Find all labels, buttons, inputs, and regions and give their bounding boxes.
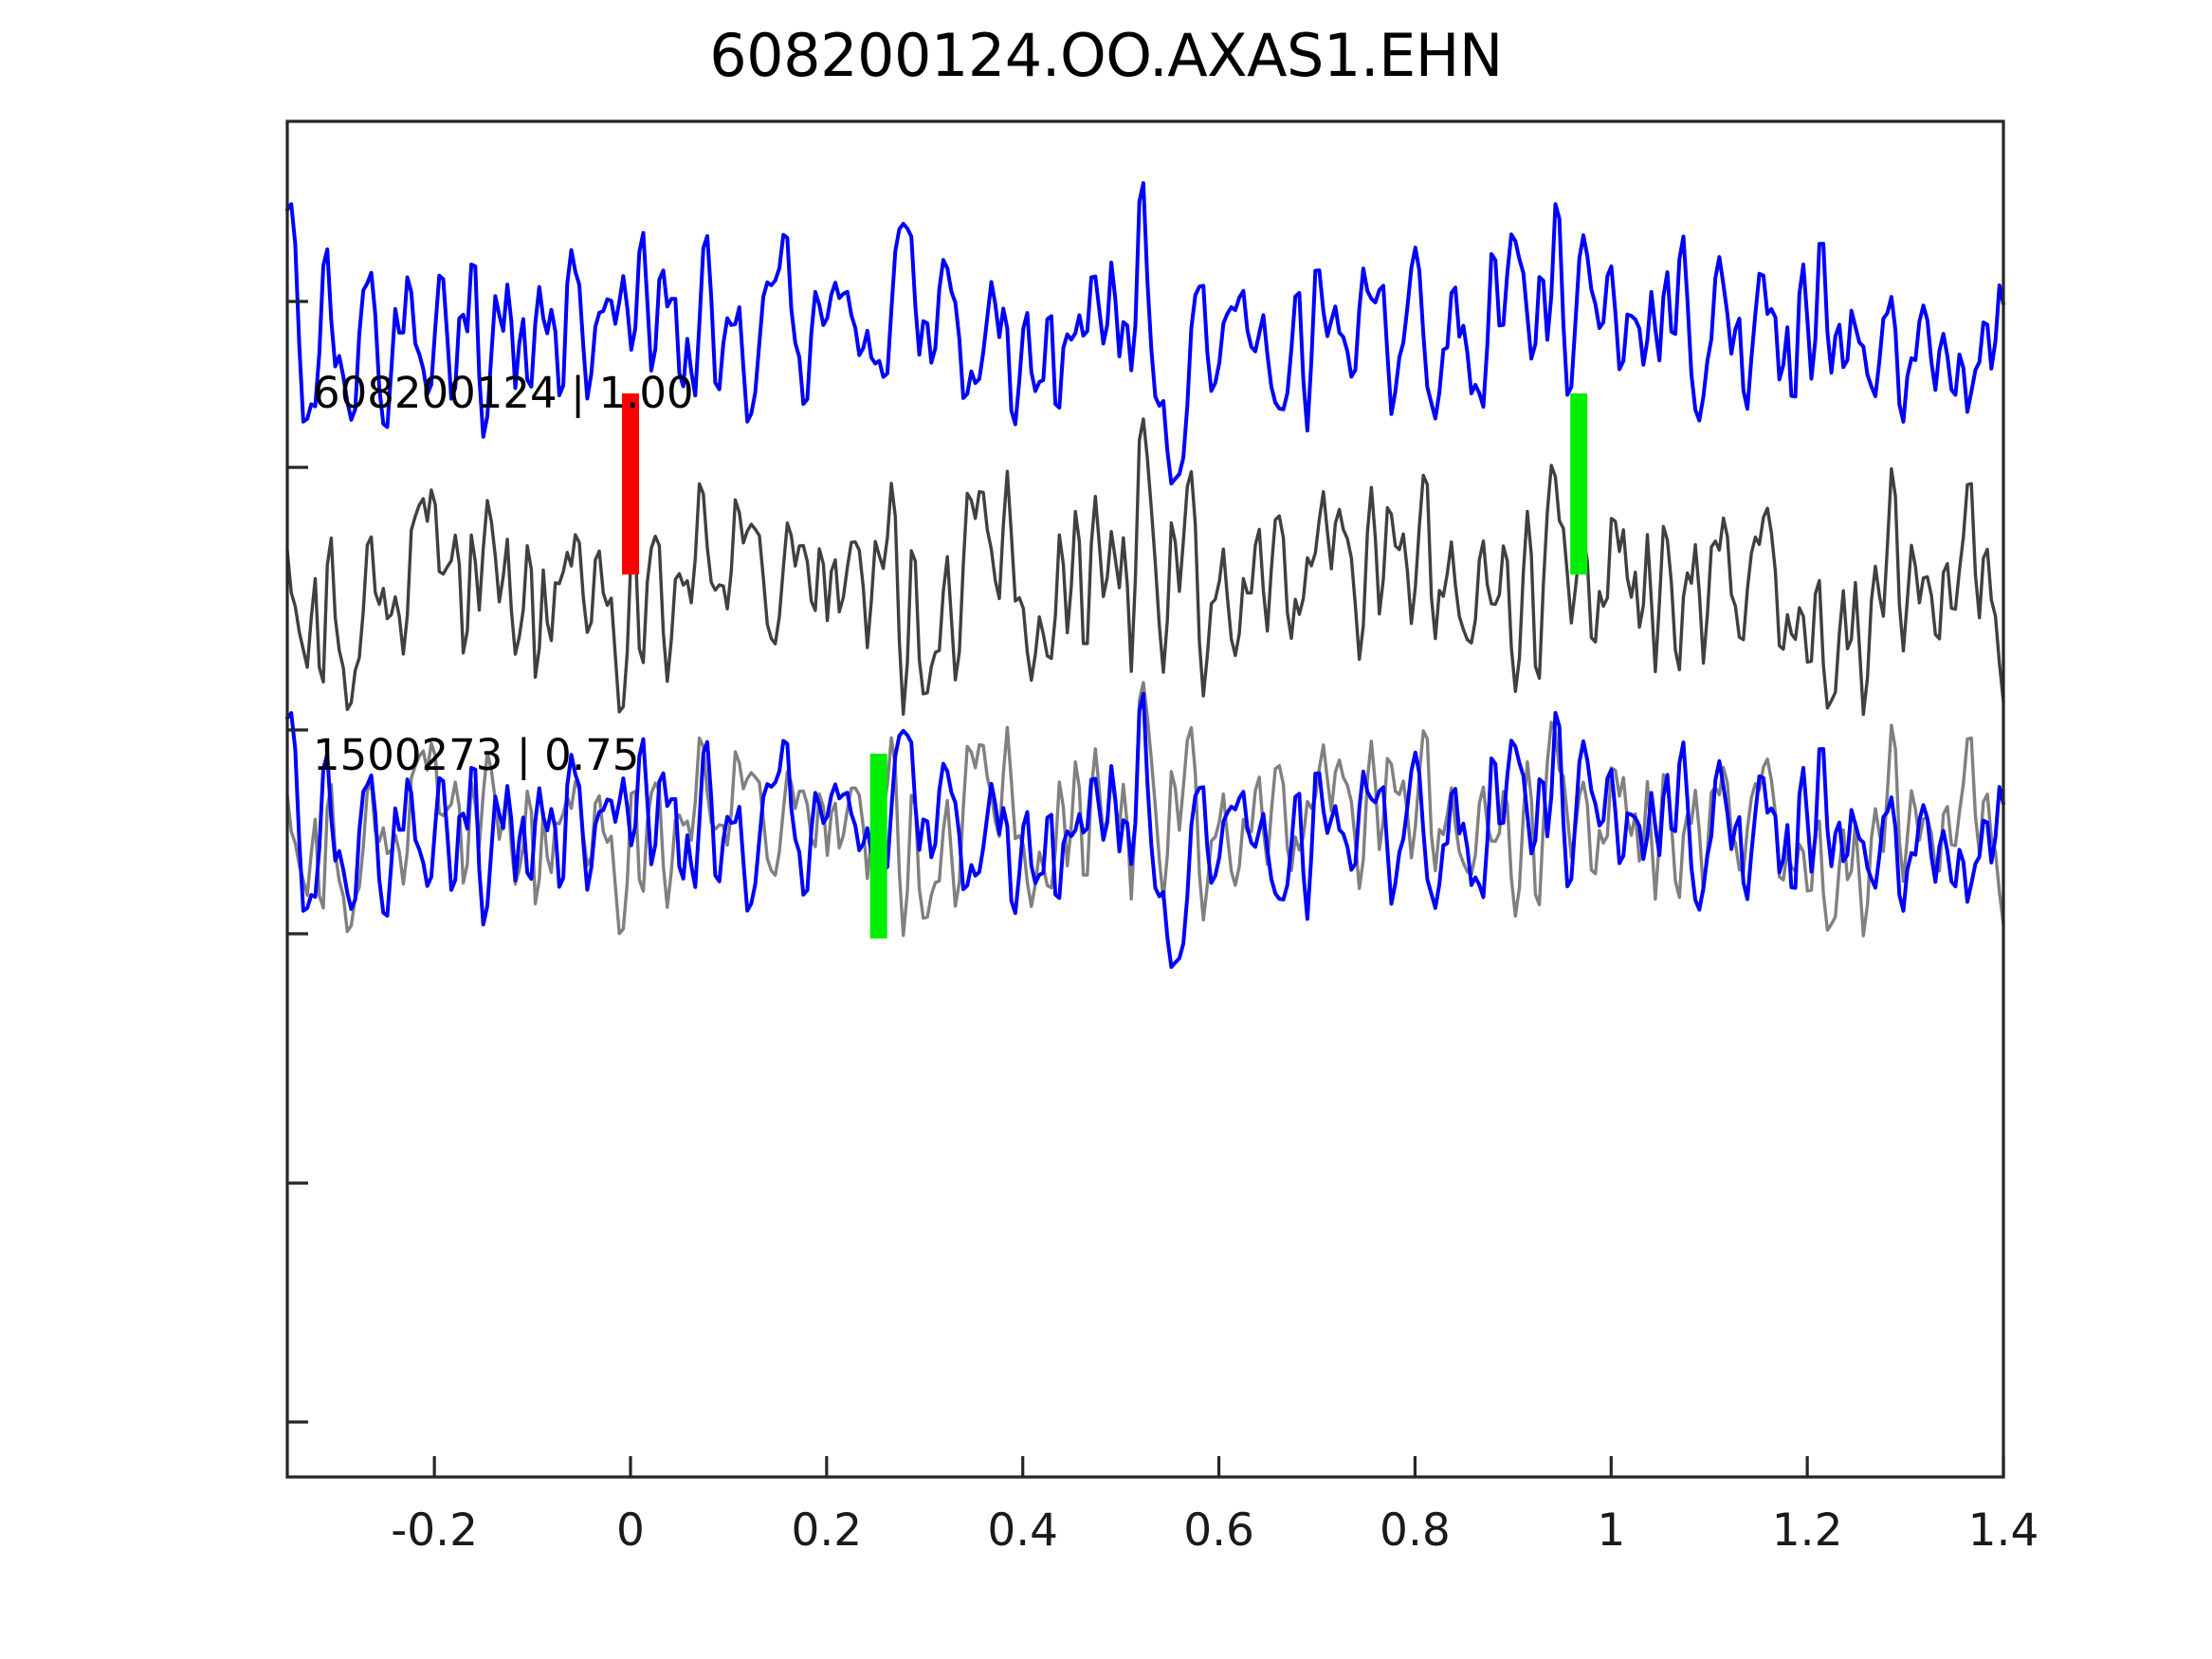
x-tick-label: 1.4 (1968, 1504, 2039, 1557)
green-pick-marker (869, 754, 887, 939)
trace-labels-group: -0.2 0 0.2 0.4 0.6 0.8 1 1.2 1.4 608200124 | 1.00… (313, 368, 2038, 1557)
x-tick-label: 0 (616, 1504, 645, 1557)
x-tick-label: 0.4 (987, 1504, 1058, 1557)
x-tick-label: 0.6 (1183, 1504, 1254, 1557)
trace-label-top: 608200124 | 1.00 (313, 368, 694, 418)
waveform-trace-1 (285, 181, 2005, 485)
trace-label-middle: 1500273 | 0.75 (313, 730, 639, 780)
traces-group (285, 181, 2005, 969)
x-tick-label: 1 (1597, 1504, 1625, 1557)
x-tick-label: 0.8 (1380, 1504, 1451, 1557)
x-tick-label: -0.2 (391, 1504, 478, 1557)
x-tick-label: 0.2 (791, 1504, 862, 1557)
green-pick-marker (1570, 393, 1588, 574)
x-tick-label: 1.2 (1772, 1504, 1843, 1557)
axis-group (285, 119, 2005, 1479)
waveform-trace-2 (285, 417, 2005, 717)
red-pick-marker (622, 393, 639, 574)
page-title: 608200124.OO.AXAS1.EHN (709, 21, 1503, 90)
pick-markers-group (622, 393, 1588, 939)
waveform-trace-4 (285, 692, 2005, 969)
